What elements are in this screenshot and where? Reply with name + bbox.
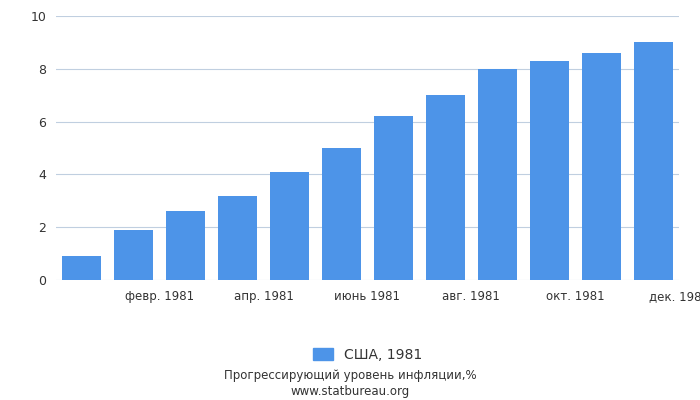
Bar [478,69,517,280]
Bar [62,256,102,280]
Text: Прогрессирующий уровень инфляции,%: Прогрессирующий уровень инфляции,% [224,370,476,382]
Bar [634,42,673,280]
Bar [582,53,621,280]
Bar [218,196,257,280]
Bar [322,148,361,280]
Bar [270,172,309,280]
Bar [426,95,465,280]
Bar [114,230,153,280]
Bar [374,116,413,280]
Legend: США, 1981: США, 1981 [307,342,428,368]
Bar [167,211,205,280]
Text: www.statbureau.org: www.statbureau.org [290,386,410,398]
Bar [530,61,568,280]
